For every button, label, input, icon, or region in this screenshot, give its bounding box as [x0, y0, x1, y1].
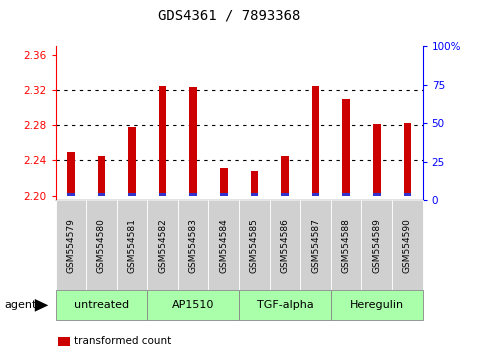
Text: GSM554583: GSM554583: [189, 218, 198, 273]
Text: Heregulin: Heregulin: [350, 300, 404, 310]
Text: GSM554590: GSM554590: [403, 218, 412, 273]
Text: GSM554585: GSM554585: [250, 218, 259, 273]
Bar: [159, 86, 167, 196]
Bar: [189, 193, 197, 196]
Text: GSM554587: GSM554587: [311, 218, 320, 273]
Bar: [342, 193, 350, 196]
Text: GSM554581: GSM554581: [128, 218, 137, 273]
Bar: [373, 124, 381, 196]
Text: GSM554579: GSM554579: [66, 218, 75, 273]
Bar: [98, 193, 105, 196]
Text: GSM554580: GSM554580: [97, 218, 106, 273]
Bar: [312, 193, 319, 196]
Text: untreated: untreated: [74, 300, 129, 310]
Text: transformed count: transformed count: [74, 336, 171, 346]
Text: GSM554589: GSM554589: [372, 218, 381, 273]
Text: GSM554582: GSM554582: [158, 218, 167, 273]
Bar: [281, 156, 289, 196]
Text: agent: agent: [5, 300, 37, 310]
Bar: [220, 193, 227, 196]
Bar: [128, 127, 136, 196]
Bar: [342, 99, 350, 196]
Text: TGF-alpha: TGF-alpha: [256, 300, 313, 310]
Bar: [67, 152, 75, 196]
Bar: [373, 193, 381, 196]
Bar: [312, 86, 319, 196]
Bar: [403, 193, 411, 196]
Bar: [251, 193, 258, 196]
Text: GDS4361 / 7893368: GDS4361 / 7893368: [158, 9, 300, 23]
Bar: [189, 87, 197, 196]
Polygon shape: [35, 299, 48, 312]
Text: GSM554586: GSM554586: [281, 218, 289, 273]
Text: AP1510: AP1510: [172, 300, 214, 310]
Text: GSM554584: GSM554584: [219, 218, 228, 273]
Bar: [281, 193, 289, 196]
Bar: [159, 193, 167, 196]
Bar: [220, 169, 227, 196]
Text: GSM554588: GSM554588: [341, 218, 351, 273]
Bar: [128, 193, 136, 196]
Bar: [251, 171, 258, 196]
Bar: [403, 124, 411, 196]
Bar: [98, 156, 105, 196]
Bar: [67, 193, 75, 196]
